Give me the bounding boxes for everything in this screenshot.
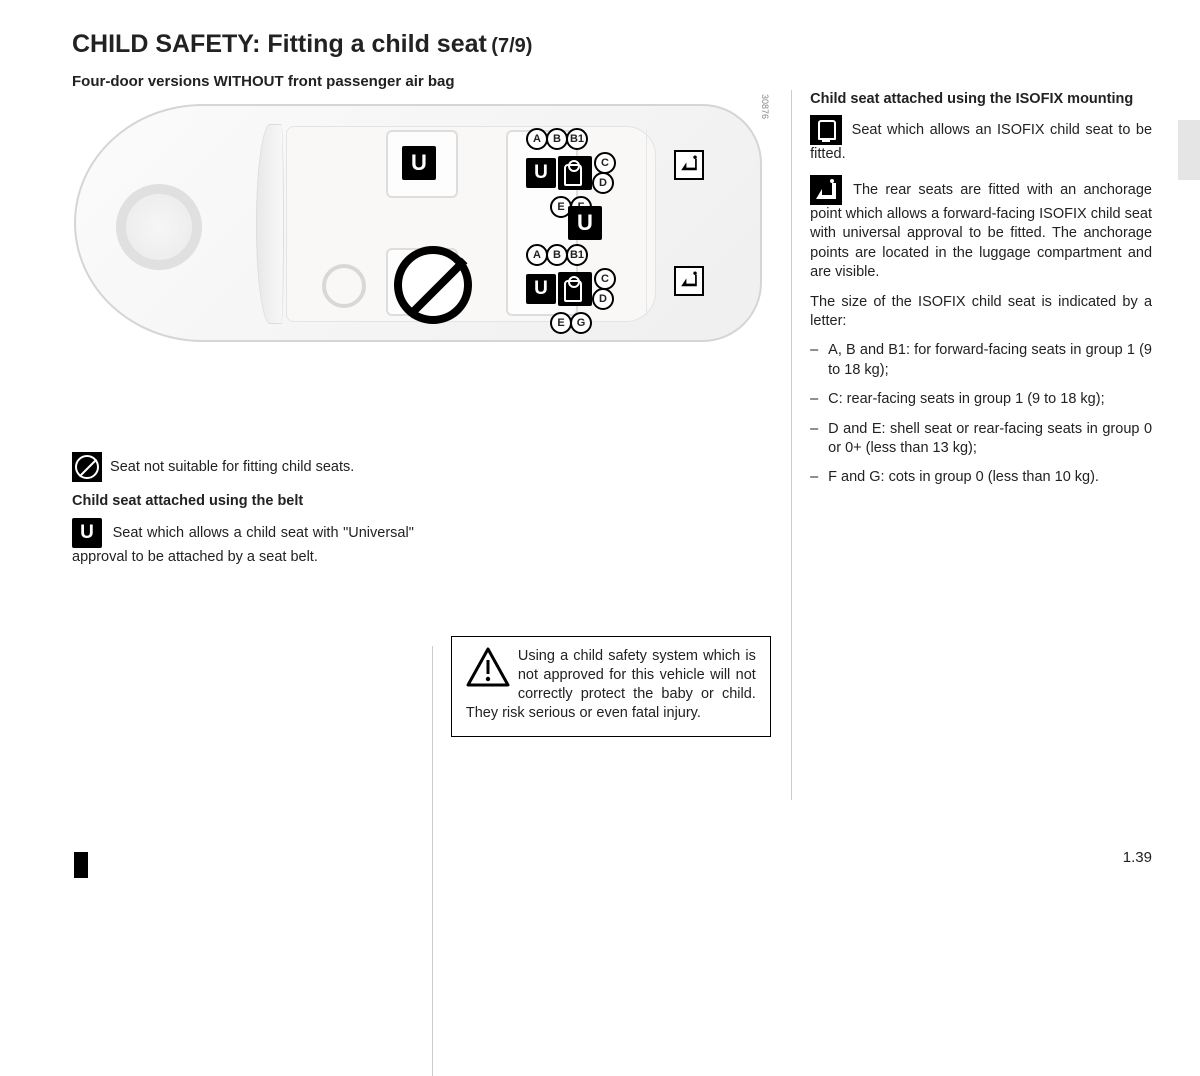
isofix-p3: The size of the ISOFIX child seat is ind… — [810, 293, 1152, 332]
rear-bottom-u: U — [526, 274, 556, 304]
warning-triangle-icon — [466, 647, 510, 687]
letter-B12: B1 — [566, 244, 588, 266]
prohibit-box-icon — [72, 452, 102, 482]
column-separator-2 — [791, 90, 792, 800]
legend-not-suitable-text: Seat not suitable for fitting child seat… — [110, 459, 354, 475]
letter-C2: C — [594, 268, 616, 290]
rear-bottom-cluster: A B B1 U C D E G — [526, 244, 616, 334]
letter-C: C — [594, 152, 616, 174]
isofix-item: A, B and B1: for forward-facing seats in… — [810, 341, 1152, 380]
main-title: CHILD SAFETY: Fitting a child seat — [72, 30, 487, 58]
prohibit-icon — [394, 246, 472, 324]
letter-A: A — [526, 128, 548, 150]
anchor-icon-top — [674, 150, 704, 180]
car-outline: U A B B1 U C D E F U — [74, 104, 762, 342]
letter-G: G — [570, 312, 592, 334]
subtitle: Four-door versions WITHOUT front passeng… — [72, 73, 1152, 90]
page-part: (7/9) — [491, 35, 532, 57]
child-seat-icon-2 — [558, 272, 592, 306]
child-seat-icon — [558, 156, 592, 190]
page-number: 1.39 — [1123, 849, 1152, 866]
isofix-list: A, B and B1: for forward-facing seats in… — [810, 341, 1152, 488]
warning-box: Using a child safety system which is not… — [451, 636, 771, 737]
isofix-item: D and E: shell seat or rear-facing seats… — [810, 420, 1152, 459]
section-tab — [74, 852, 88, 878]
column-separator-1 — [432, 646, 433, 1076]
isofix-p1: Seat which allows an ISOFIX child seat t… — [810, 115, 1152, 164]
isofix-item: F and G: cots in group 0 (less than 10 k… — [810, 468, 1152, 487]
letter-B1: B1 — [566, 128, 588, 150]
anchor-icon-bottom — [674, 266, 704, 296]
legend-not-suitable: Seat not suitable for fitting child seat… — [72, 452, 414, 482]
letter-A2: A — [526, 244, 548, 266]
letter-D: D — [592, 172, 614, 194]
rear-center-u: U — [568, 206, 602, 240]
column-1: Seat not suitable for fitting child seat… — [72, 366, 414, 1076]
windshield — [256, 124, 284, 324]
diagram-ref: 30876 — [760, 94, 770, 119]
tether-anchor-icon — [810, 175, 842, 205]
isofix-p2-text: The rear seats are fitted with an anchor… — [810, 182, 1152, 280]
isofix-seat-icon — [810, 115, 842, 145]
isofix-p1-text: Seat which allows an ISOFIX child seat t… — [810, 122, 1152, 162]
steering-area — [116, 184, 202, 270]
legend-belt: U Seat which allows a child seat with "U… — [72, 518, 414, 568]
isofix-heading: Child seat attached using the ISOFIX mou… — [810, 90, 1152, 109]
page-title-row: CHILD SAFETY: Fitting a child seat (7/9) — [72, 30, 1152, 59]
belt-heading: Child seat attached using the belt — [72, 492, 414, 512]
rear-top-u: U — [526, 158, 556, 188]
column-3: Child seat attached using the ISOFIX mou… — [810, 90, 1152, 1076]
legend-belt-text: Seat which allows a child seat with "Uni… — [72, 524, 414, 564]
letter-D2: D — [592, 288, 614, 310]
u-badge-icon: U — [72, 518, 102, 548]
steering-wheel — [322, 264, 366, 308]
side-tab — [1178, 120, 1200, 180]
isofix-item: C: rear-facing seats in group 1 (9 to 18… — [810, 390, 1152, 409]
column-2: Using a child safety system which is not… — [451, 366, 773, 1076]
front-passenger-u-badge: U — [402, 146, 436, 180]
letter-B: B — [546, 128, 568, 150]
car-diagram: 30876 U A B B1 U C D — [72, 92, 768, 352]
letter-B2: B — [546, 244, 568, 266]
letter-E2: E — [550, 312, 572, 334]
rear-top-cluster: A B B1 U C D E F — [526, 128, 616, 218]
isofix-p2: The rear seats are fitted with an anchor… — [810, 175, 1152, 283]
